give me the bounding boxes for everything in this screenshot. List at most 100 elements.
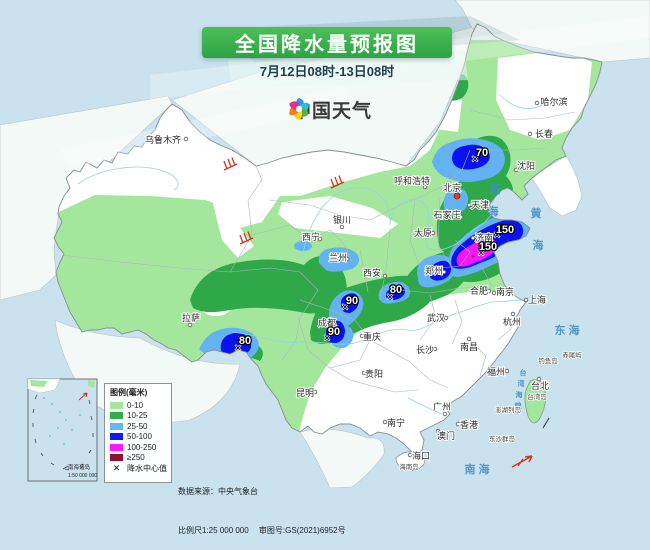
- city-dot-icon: [382, 419, 388, 425]
- city-label: 广州: [433, 401, 451, 412]
- city-dot-icon: [442, 411, 448, 417]
- place-label: 台湾岛: [527, 392, 547, 401]
- city-label: 济南: [475, 232, 493, 243]
- weather-map-page: 渤海黄海东 海南 海台湾海峡 钓鱼岛 赤尾屿 台湾岛 澎湖列岛 东沙群岛 海南岛 乌鲁木齐…: [0, 0, 650, 535]
- inset-red-arrow-icon: [78, 392, 88, 401]
- rivers: [77, 94, 546, 415]
- precip-center-icon: ✕: [112, 463, 121, 473]
- city-label: 香港: [460, 419, 478, 430]
- city-label: 西宁: [302, 231, 320, 242]
- capital-dot-icon: [453, 192, 461, 200]
- city-label: 郑州: [425, 265, 443, 276]
- sea-label: 海: [516, 390, 523, 399]
- city-dot-icon: [523, 297, 529, 303]
- city-dot-icon: [312, 389, 318, 395]
- city-dot-icon: [435, 428, 441, 434]
- city-marker: 哈尔滨: [534, 95, 569, 108]
- red-arrow-icon: [511, 455, 533, 468]
- city-label: 福州: [487, 366, 505, 377]
- sea-label: 南 海: [464, 462, 489, 476]
- city-marker: 乌鲁木齐: [144, 133, 189, 146]
- city-marker: 上海: [523, 293, 547, 306]
- precip-center-labels: ✕70✕150✕150✕80✕90✕90✕80: [234, 146, 516, 354]
- precip-center: ✕150: [493, 223, 516, 241]
- city-dot-icon: [534, 100, 540, 106]
- city-marker: 西宁: [301, 230, 323, 243]
- city-dot-icon: [455, 421, 461, 427]
- pinwheel-icon: [289, 98, 309, 120]
- city-label: 昆明: [296, 388, 314, 398]
- city-dot-icon: [458, 214, 464, 220]
- city-marker: 长沙: [415, 343, 438, 356]
- legend-center-row: ✕ 降水中心值: [110, 463, 167, 474]
- city-label: 南京: [496, 286, 514, 297]
- city-capital: 北京: [442, 181, 462, 200]
- precip-center: ✕150: [477, 240, 499, 259]
- city-marker: 武汉: [426, 311, 449, 324]
- precip-center: ✕90: [341, 294, 360, 313]
- precip-center-value: 150: [479, 241, 497, 253]
- legend-row: 10-25: [110, 411, 167, 422]
- city-label: 乌鲁木齐: [145, 134, 181, 145]
- city-label: 武汉: [427, 312, 445, 323]
- sea-label: 台: [520, 368, 527, 377]
- sea-label: 渤: [490, 182, 501, 196]
- city-label: 海口: [412, 450, 430, 461]
- city-label: 北京: [443, 182, 461, 193]
- city-label: 沈阳: [517, 160, 535, 171]
- city-marker: 昆明: [295, 387, 318, 399]
- legend-row: 0-10: [110, 400, 167, 411]
- city-label: 台北: [531, 380, 549, 391]
- legend-row: ≥250: [110, 453, 167, 464]
- city-label: 上海: [528, 294, 546, 305]
- city-label: 天津: [471, 200, 489, 210]
- map-subtitle: 7月12日08时-13日08时: [259, 64, 395, 79]
- city-dot-icon: [527, 131, 533, 137]
- city-dot-icon: [339, 224, 345, 230]
- data-source-line: 数据来源：中央气象台: [178, 487, 258, 496]
- city-label: 长春: [535, 128, 553, 139]
- province-borders: [61, 109, 576, 393]
- legend-row: 100-250: [110, 442, 167, 453]
- legend-row: 50-100: [110, 432, 167, 443]
- place-label: 澎湖列岛: [495, 405, 521, 414]
- city-label: 石家庄: [433, 209, 460, 220]
- city-marker: 呼和浩特: [393, 174, 431, 190]
- precip-center-cross-icon: ✕: [234, 343, 242, 353]
- precip-center-value: 150: [496, 224, 514, 236]
- precip-center-cross-icon: ✕: [493, 230, 501, 240]
- city-dot-icon: [513, 167, 519, 173]
- city-dot-icon: [359, 333, 365, 339]
- city-marker: 天津: [466, 199, 490, 211]
- city-marker: 杭州: [502, 311, 522, 328]
- legend-swatch: [110, 433, 123, 441]
- precip-center: ✕80: [234, 334, 253, 354]
- sea-label: 湾: [518, 379, 525, 388]
- city-marker: 海口: [407, 449, 431, 462]
- place-label: 海南岛: [399, 462, 419, 471]
- city-label: 太原: [414, 227, 432, 238]
- legend-swatch: [110, 412, 123, 420]
- city-dot-icon: [422, 184, 428, 190]
- precip-center: ✕90: [323, 325, 342, 344]
- sea-label: 黄: [531, 206, 542, 220]
- legend-row-label: 100-250: [127, 442, 157, 452]
- brand-logo-text: 中国天气: [292, 101, 373, 122]
- city-label: 重庆: [363, 331, 381, 342]
- legend-title: 图例(毫米): [110, 388, 148, 397]
- city-dot-icon: [504, 368, 510, 374]
- city-dot-icon: [382, 273, 388, 279]
- city-marker: 兰州: [328, 251, 350, 264]
- map-title: 全国降水量预报图: [235, 34, 419, 56]
- city-dot-icon: [317, 236, 323, 242]
- brand-logo: 中国天气: [286, 96, 372, 123]
- place-label: 东沙群岛: [489, 434, 515, 443]
- city-label: 拉萨: [182, 312, 200, 323]
- city-dot-icon: [432, 346, 438, 352]
- precip-center-value: 90: [346, 295, 358, 307]
- legend-rows: 0-10 10-25 25-50 50-100 100-250 ≥250: [110, 400, 167, 463]
- city-marker: 贵阳: [361, 367, 384, 380]
- hainan-island: [395, 451, 425, 471]
